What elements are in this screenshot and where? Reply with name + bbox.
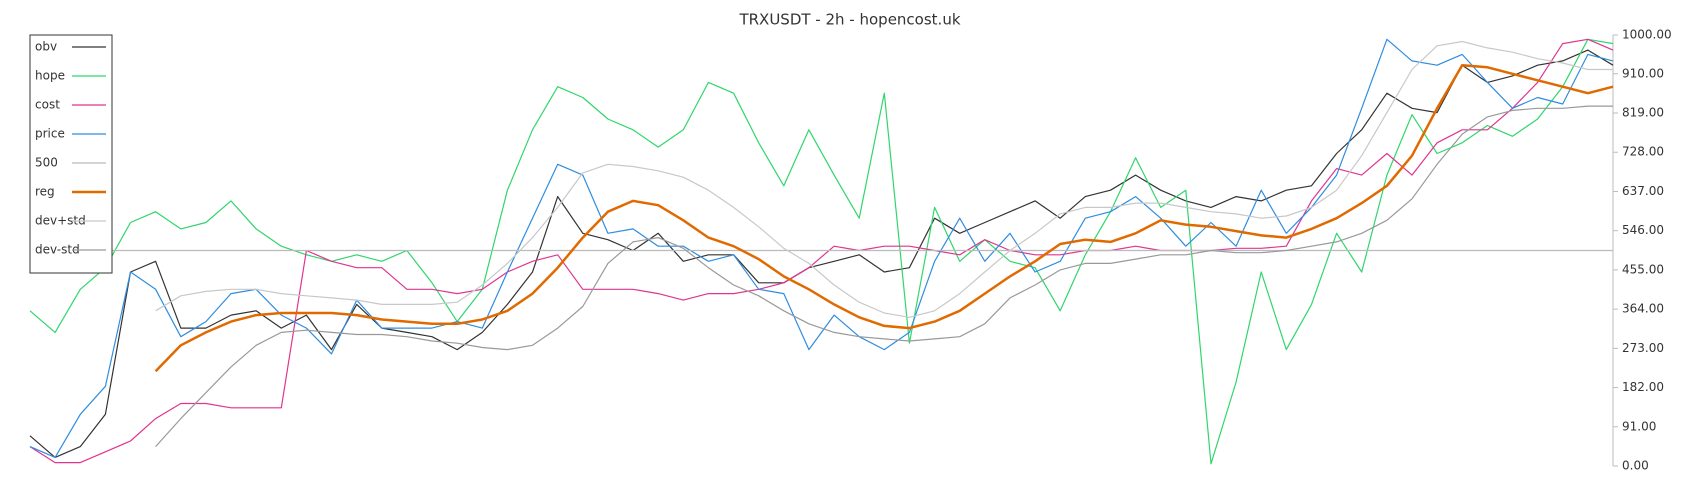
series-line	[155, 105, 1613, 448]
y-tick-label: 455.00	[1622, 262, 1664, 276]
legend-label: dev+std	[35, 214, 86, 228]
y-tick-label: 819.00	[1622, 106, 1664, 120]
legend-label: cost	[35, 98, 60, 112]
series-line	[154, 63, 1614, 373]
series-line	[29, 49, 1614, 458]
legend: obv hope cost price 500 reg dev+std dev-std	[29, 34, 113, 274]
legend-label: dev-std	[35, 243, 80, 257]
legend-label: obv	[35, 40, 57, 54]
series-line	[29, 38, 1614, 464]
y-tick-label: 546.00	[1622, 223, 1664, 237]
series-line	[29, 38, 1614, 465]
y-tick-label: 1000.00	[1622, 28, 1672, 42]
legend-label: reg	[35, 185, 55, 199]
y-tick-label: 91.00	[1622, 419, 1656, 433]
chart-title: TRXUSDT - 2h - hopencost.uk	[738, 11, 960, 29]
legend-label: 500	[35, 156, 58, 170]
series-line	[29, 38, 1614, 458]
y-tick-label: 910.00	[1622, 66, 1664, 80]
y-tick-label: 637.00	[1622, 184, 1664, 198]
y-tick-label: 273.00	[1622, 341, 1664, 355]
legend-label: price	[35, 127, 65, 141]
y-tick-label: 364.00	[1622, 302, 1664, 316]
y-tick-label: 182.00	[1622, 380, 1664, 394]
legend-box	[29, 34, 113, 274]
y-tick-label: 728.00	[1622, 145, 1664, 159]
legend-label: hope	[35, 69, 65, 83]
y-tick-label: 0.00	[1622, 459, 1649, 473]
series-line	[155, 40, 1613, 318]
